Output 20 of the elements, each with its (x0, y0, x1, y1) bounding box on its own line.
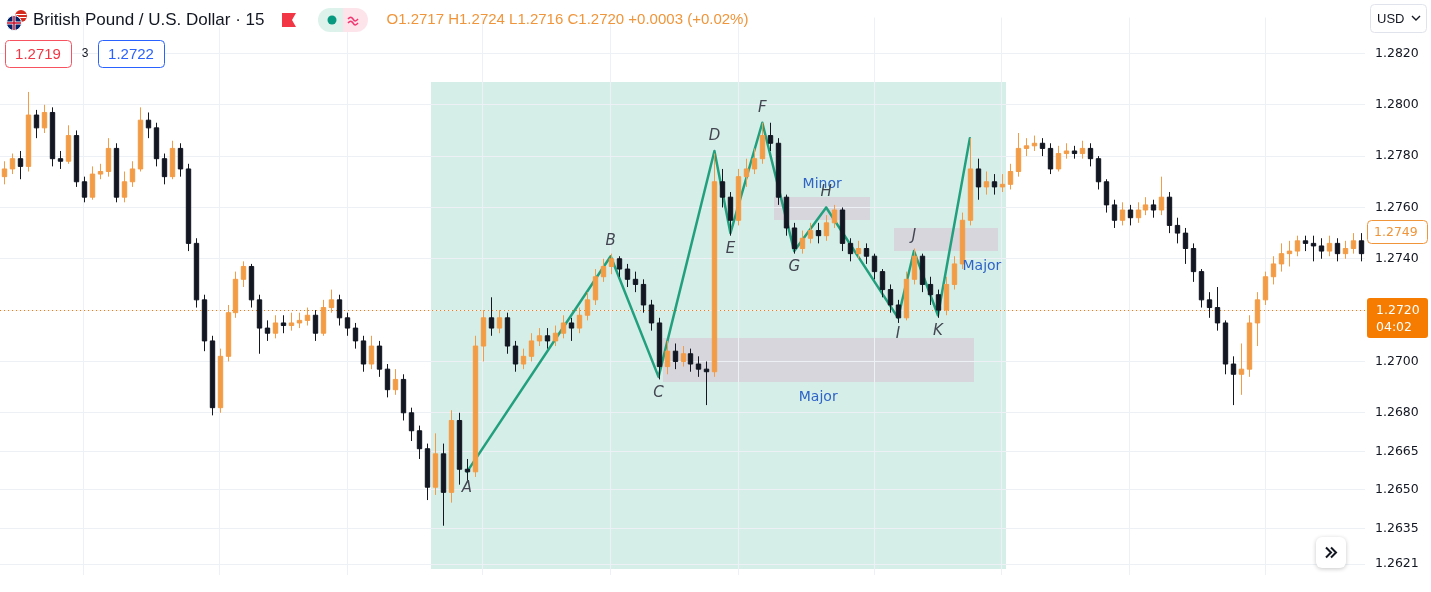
y-tick-label: 1.2650 (1375, 481, 1419, 497)
y-tick-label: 1.2700 (1375, 352, 1419, 368)
y-tick-label: 1.2680 (1375, 404, 1419, 420)
y-tick-label: 1.2800 (1375, 96, 1419, 112)
y-tick-label: 1.2820 (1375, 44, 1419, 60)
annotation: 1.2722 (108, 44, 154, 62)
y-tick-label: 1.2635 (1375, 519, 1419, 535)
text: 04:02 (1376, 319, 1413, 335)
y-tick-label: 1.2621 (1375, 555, 1419, 571)
text: 1.2749 (1374, 223, 1418, 239)
chart-title: British Pound / U.S. Dollar · 15 (33, 9, 265, 29)
annotation: 1.2719 (15, 44, 61, 62)
annotation: 3 (81, 46, 89, 61)
text: USD (1377, 10, 1405, 26)
y-tick-label: 1.2760 (1375, 198, 1419, 214)
y-tick-label: 1.2740 (1375, 250, 1419, 266)
ref-line-label: 1.2720 (1376, 302, 1420, 318)
y-tick-label: 1.2665 (1375, 442, 1419, 458)
y-tick-label: 1.2780 (1375, 147, 1419, 163)
chart-subtitle: O1.2717 H1.2724 L1.2716 C1.2720 +0.0003 (+0.02%) (386, 10, 749, 28)
